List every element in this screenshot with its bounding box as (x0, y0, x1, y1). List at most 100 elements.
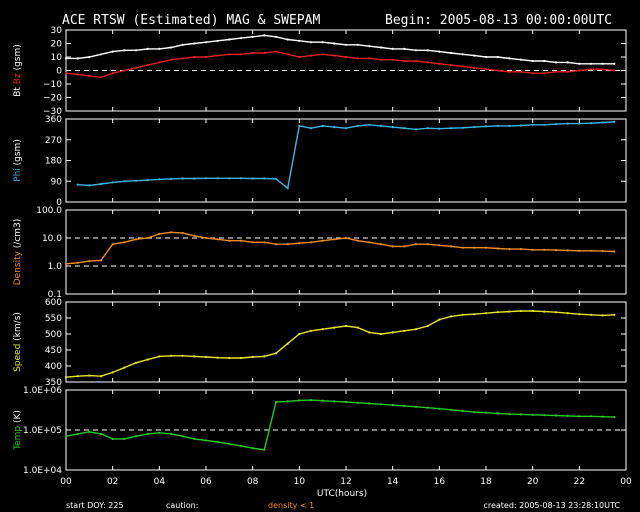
data-point-bt (64, 57, 68, 60)
data-point-bt (274, 35, 278, 38)
data-point-speed (88, 374, 91, 377)
data-point-density (333, 238, 336, 241)
y-tick-label: 0 (56, 67, 62, 77)
data-point-bt (263, 34, 266, 37)
data-point-bt (426, 49, 429, 52)
data-point-density (461, 246, 464, 249)
data-point-phi (368, 123, 371, 126)
data-point-bt (298, 39, 301, 42)
y-axis-label: Speed (km/s) (13, 312, 23, 372)
data-point-density (368, 241, 371, 244)
data-point-bt (403, 47, 406, 51)
data-point-phi (193, 177, 196, 180)
panel-temp: 1.0E+06 1.0E+05 1.0E+04 Temp (K) (13, 386, 627, 476)
data-point-bz (531, 72, 534, 75)
data-point-density (99, 259, 103, 262)
data-point-bz (263, 51, 266, 55)
data-point-phi (426, 127, 429, 130)
data-point-bt (461, 53, 464, 56)
data-point-phi (391, 126, 394, 129)
data-point-density (589, 249, 593, 252)
data-point-phi (298, 124, 301, 127)
data-point-speed (461, 313, 464, 316)
data-point-density (88, 260, 91, 263)
data-point-bz (76, 73, 79, 76)
data-point-density (403, 245, 406, 248)
x-tick-label: 22 (574, 477, 585, 487)
data-point-speed (216, 356, 219, 359)
data-point-bt (519, 58, 523, 61)
y-tick-label: 10 (51, 53, 63, 63)
data-point-speed (414, 328, 418, 331)
data-point-phi (286, 187, 289, 190)
data-point-speed (438, 318, 441, 321)
data-point-bt (473, 54, 476, 57)
data-point-bt (134, 49, 138, 52)
data-point-speed (589, 313, 593, 316)
panel-frame (65, 118, 627, 203)
data-point-temp (309, 399, 313, 402)
data-point-density (484, 246, 488, 249)
data-point-phi (531, 123, 534, 126)
data-point-phi (508, 124, 511, 127)
data-point-bz (344, 55, 348, 59)
data-point-speed (578, 313, 581, 316)
data-point-temp (99, 432, 103, 435)
data-point-speed (426, 324, 429, 328)
y-tick-label: 180 (45, 157, 62, 167)
data-point-bz (379, 58, 383, 61)
y-tick-label: 400 (45, 362, 62, 372)
data-point-bt (543, 59, 546, 63)
data-point-density (309, 241, 313, 244)
data-point-bz (228, 53, 231, 56)
y-axis-label-part: (gsm) (13, 44, 23, 73)
y-axis-label: Temp (K) (13, 410, 23, 451)
data-point-temp (134, 435, 138, 438)
data-point-speed (76, 375, 79, 378)
panel-density: 100.0 10.0 1.0 0.1 Density (/cm3) (13, 206, 627, 300)
y-tick-label: 30 (51, 26, 63, 36)
data-point-temp (543, 414, 546, 417)
data-point-phi (484, 125, 488, 128)
data-point-speed (391, 331, 394, 334)
data-point-speed (484, 312, 488, 315)
data-point-bz (554, 70, 558, 73)
data-point-temp (216, 440, 219, 444)
x-tick-label: 04 (154, 477, 166, 487)
y-tick-label: 350 (45, 378, 62, 388)
y-axis-label-part: Bt (13, 87, 23, 97)
x-tick-label: 20 (527, 477, 539, 487)
data-point-bz (426, 61, 429, 64)
data-point-bz (216, 54, 219, 57)
data-point-bt (111, 50, 114, 53)
data-point-temp (344, 400, 348, 404)
data-point-temp (123, 437, 126, 440)
data-point-speed (123, 366, 126, 369)
panels-group: 30 20 10 0 −10 −20 −30 Bt Bz (gsm) 360 270 180 90 0 P… (13, 26, 627, 476)
data-point-density (123, 241, 126, 244)
created-time: created: 2005-08-13 23:28:10UTC (483, 501, 620, 510)
data-point-phi (158, 178, 161, 181)
data-point-speed (204, 355, 208, 359)
data-point-bt (193, 42, 196, 45)
data-point-speed (473, 313, 476, 316)
data-point-temp (554, 414, 558, 417)
data-point-speed (99, 375, 103, 378)
data-point-speed (309, 329, 313, 332)
data-point-bt (578, 62, 581, 65)
data-point-phi (76, 183, 79, 186)
data-point-density (298, 242, 301, 245)
data-point-bz (391, 58, 394, 61)
y-axis-label-part: Density (13, 250, 23, 285)
data-point-phi (414, 128, 418, 131)
data-point-density (566, 249, 569, 252)
data-point-bz (496, 69, 499, 72)
data-point-temp (88, 430, 91, 433)
data-point-speed (134, 361, 138, 364)
data-point-density (181, 232, 184, 235)
data-point-speed (449, 315, 453, 318)
data-point-speed (169, 354, 173, 357)
data-point-temp (508, 413, 511, 416)
data-point-density (146, 236, 149, 240)
data-point-bz (438, 62, 441, 65)
